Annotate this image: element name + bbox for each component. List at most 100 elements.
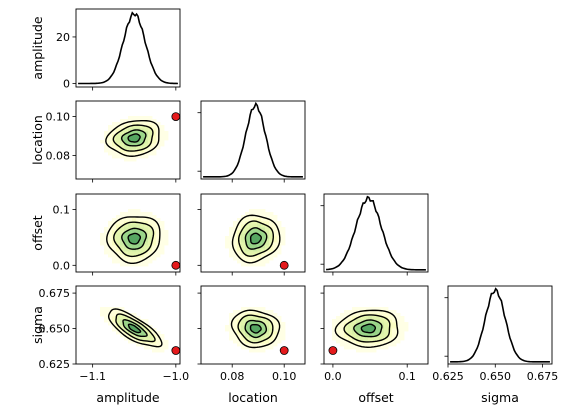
- axes-frame: [75, 285, 181, 365]
- ytick-label-location: 0.08: [46, 150, 71, 163]
- density-bin: [132, 116, 137, 120]
- density-bin: [160, 221, 165, 225]
- density-bin: [392, 340, 397, 344]
- density-bin: [253, 212, 258, 216]
- ytick-label-sigma: 0.650: [39, 323, 71, 336]
- density-bin: [156, 221, 161, 225]
- density-bin: [140, 343, 145, 347]
- density-bin: [229, 233, 234, 237]
- density-bin: [400, 331, 405, 335]
- density-bin: [132, 263, 137, 267]
- density-bin: [356, 346, 361, 350]
- density-bin: [156, 122, 161, 126]
- density-bin: [332, 325, 337, 329]
- density-bin: [229, 337, 234, 341]
- density-bin: [229, 313, 234, 317]
- density-bin: [160, 251, 165, 255]
- density-bin: [104, 307, 109, 311]
- density-bin: [132, 313, 137, 317]
- density-bin: [225, 242, 230, 246]
- density-bin: [277, 334, 282, 338]
- density-bin: [277, 245, 282, 249]
- density-bin: [400, 319, 405, 323]
- density-bin: [160, 134, 165, 138]
- density-bin: [112, 218, 117, 222]
- density-bin: [144, 212, 149, 216]
- truth-marker: [171, 112, 181, 121]
- density-bin: [104, 251, 109, 255]
- density-map: [100, 209, 169, 267]
- density-bin: [108, 224, 113, 228]
- density-bin: [160, 140, 165, 144]
- density-bin: [144, 152, 149, 156]
- density-bin: [233, 310, 238, 314]
- density-bin: [229, 227, 234, 231]
- density-bin: [148, 116, 153, 120]
- density-bin: [261, 310, 266, 314]
- axes-frame: [200, 285, 306, 365]
- density-bin: [396, 334, 401, 338]
- density-bin: [237, 340, 242, 344]
- density-bin: [112, 152, 117, 156]
- density-bin: [116, 331, 121, 335]
- density-bin: [160, 137, 165, 141]
- density-bin: [148, 215, 153, 219]
- density-bin: [108, 251, 113, 255]
- density-bin: [225, 239, 230, 243]
- density-bin: [164, 134, 169, 138]
- density-bin: [332, 331, 337, 335]
- density-bin: [104, 230, 109, 234]
- density-bin: [164, 137, 169, 141]
- density-bin: [104, 319, 109, 323]
- density-bin: [104, 146, 109, 150]
- density-bin: [261, 209, 266, 213]
- density-bin: [392, 310, 397, 314]
- density-bin: [100, 239, 105, 243]
- contour-level-4: [127, 323, 142, 334]
- density-bin: [241, 263, 246, 267]
- density-bin: [116, 152, 121, 156]
- density-bin: [136, 209, 141, 213]
- density-bin: [249, 212, 254, 216]
- density-bin: [120, 215, 125, 219]
- density-bin: [128, 116, 133, 120]
- xlabel-location: location: [228, 390, 278, 405]
- density-bin: [277, 251, 282, 255]
- density-bin: [265, 346, 270, 350]
- density-bin: [100, 242, 105, 246]
- ytick-label-location: 0.10: [46, 111, 71, 124]
- density-bin: [257, 349, 262, 353]
- density-bin: [112, 149, 117, 153]
- density-bin: [160, 337, 165, 341]
- density-bin: [332, 337, 337, 341]
- density-bin: [396, 340, 401, 344]
- density-bin: [277, 227, 282, 231]
- density-bin: [120, 263, 125, 267]
- density-bin: [124, 212, 129, 216]
- density-bin: [261, 260, 266, 264]
- density-bin: [225, 245, 230, 249]
- xtick-label-sigma: 0.675: [527, 370, 559, 383]
- density-bin: [281, 230, 286, 234]
- density-bin: [229, 239, 234, 243]
- density-bin: [233, 254, 238, 258]
- density-bin: [277, 224, 282, 228]
- density-bin: [124, 263, 129, 267]
- density-bin: [160, 242, 165, 246]
- density-bin: [140, 116, 145, 120]
- density-bin: [241, 307, 246, 311]
- density-bin: [104, 242, 109, 246]
- density-bin: [372, 346, 377, 350]
- density-bin: [104, 134, 109, 138]
- density-bin: [376, 307, 381, 311]
- density-bin: [281, 328, 286, 332]
- density-bin: [340, 313, 345, 317]
- density-bin: [164, 343, 169, 347]
- density-bin: [156, 218, 161, 222]
- density-bin: [152, 254, 157, 258]
- density-bin: [380, 346, 385, 350]
- density-bin: [160, 125, 165, 129]
- panel-offset-vs-amplitude: 0.0 0.1: [53, 193, 181, 276]
- density-bin: [100, 140, 105, 144]
- density-bin: [344, 340, 349, 344]
